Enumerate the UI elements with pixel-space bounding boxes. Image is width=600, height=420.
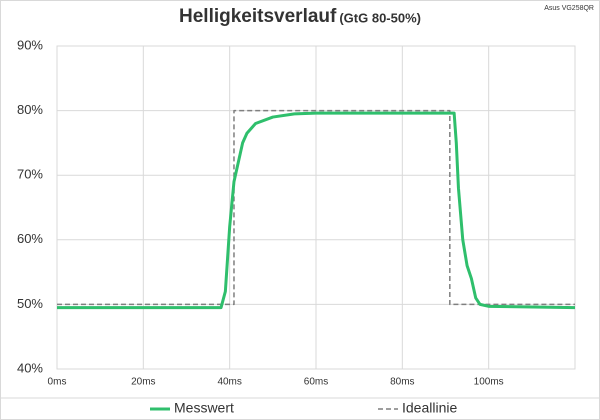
y-tick-label: 80% [17, 102, 43, 117]
x-tick-label: 100ms [474, 377, 504, 388]
series-line [57, 111, 576, 310]
annotation: Asus VG258QR [544, 5, 594, 12]
x-tick-label: 20ms [131, 377, 155, 388]
series-line [57, 109, 575, 306]
y-tick-label: 90% [17, 37, 43, 52]
x-tick-label: 40ms [217, 377, 241, 388]
chart-subtitle: (GtG 80-50%) [339, 10, 421, 25]
y-tick-label: 40% [17, 360, 43, 375]
x-tick-label: 80ms [390, 377, 414, 388]
y-tick-label: 60% [17, 231, 43, 246]
legend-label: Ideallinie [402, 400, 457, 416]
chart-title: Helligkeitsverlauf [179, 6, 337, 27]
legend-label: Messwert [174, 400, 234, 416]
y-tick-label: 70% [17, 167, 43, 182]
x-tick-label: 0ms [48, 377, 67, 388]
plot-frame [56, 45, 576, 370]
y-tick-label: 50% [17, 296, 43, 311]
x-tick-label: 60ms [304, 377, 328, 388]
